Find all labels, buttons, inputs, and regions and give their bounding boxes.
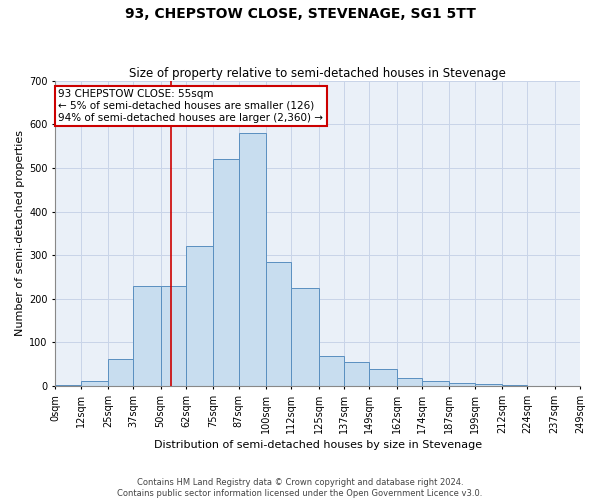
Bar [369,368,397,386]
Text: Contains HM Land Registry data © Crown copyright and database right 2024.
Contai: Contains HM Land Registry data © Crown c… [118,478,482,498]
Bar [422,381,449,386]
Bar [161,286,186,386]
Bar [55,384,80,386]
Text: 93 CHEPSTOW CLOSE: 55sqm
← 5% of semi-detached houses are smaller (126)
94% of s: 93 CHEPSTOW CLOSE: 55sqm ← 5% of semi-de… [58,90,323,122]
Bar [475,384,502,386]
Text: 93, CHEPSTOW CLOSE, STEVENAGE, SG1 5TT: 93, CHEPSTOW CLOSE, STEVENAGE, SG1 5TT [125,8,475,22]
Bar [186,246,214,386]
X-axis label: Distribution of semi-detached houses by size in Stevenage: Distribution of semi-detached houses by … [154,440,482,450]
Bar [214,159,239,386]
Bar [502,385,527,386]
Bar [319,356,344,386]
Bar [133,286,161,386]
Bar [397,378,422,386]
Bar [344,362,369,386]
Title: Size of property relative to semi-detached houses in Stevenage: Size of property relative to semi-detach… [129,66,506,80]
Bar [108,359,133,386]
Y-axis label: Number of semi-detached properties: Number of semi-detached properties [15,130,25,336]
Bar [80,381,108,386]
Bar [266,262,292,386]
Bar [292,288,319,386]
Bar [239,133,266,386]
Bar [449,382,475,386]
